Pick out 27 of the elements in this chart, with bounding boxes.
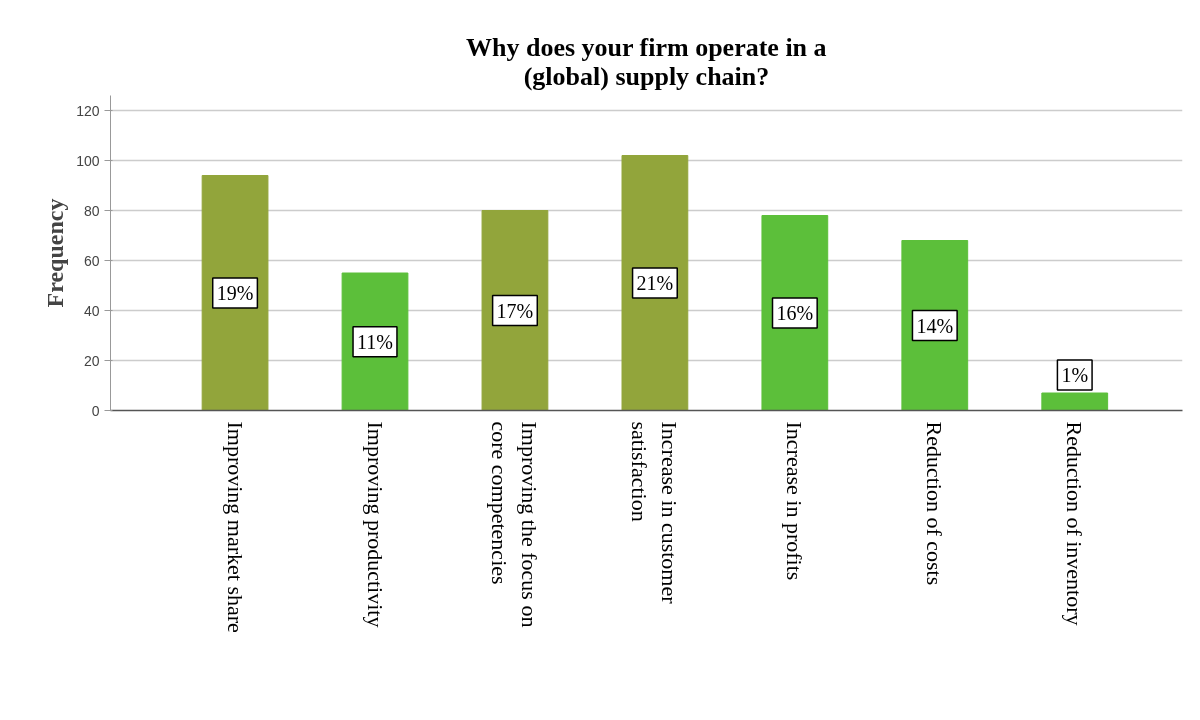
y-tick-label: 80 xyxy=(83,202,100,219)
x-tick-label: Reduction of costs xyxy=(922,421,948,586)
x-tick-label: Improving productivity xyxy=(362,421,388,628)
x-tick-label: Improving the focus on core competencies xyxy=(487,421,543,628)
x-tick-label: Increase in customer satisfaction xyxy=(627,421,683,605)
y-tick-label: 0 xyxy=(91,402,100,419)
y-tick-label: 40 xyxy=(83,302,100,319)
y-tick-label: 120 xyxy=(76,102,100,119)
x-tick-label: Improving market share xyxy=(222,421,248,633)
y-tick-label: 20 xyxy=(83,352,100,369)
chart-title: Why does your firm operate in a (global) supply chain? xyxy=(465,32,827,91)
x-tick-label: Reduction of inventory xyxy=(1062,421,1088,626)
annotation: 16% xyxy=(776,302,814,324)
x-tick-label: Increase in profits xyxy=(782,421,808,581)
y-axis-title: Frequency xyxy=(42,198,69,308)
annotation: 19% xyxy=(216,282,254,304)
annotation: 11% xyxy=(357,330,393,353)
annotation: 1% xyxy=(1061,364,1089,386)
annotation: 21% xyxy=(636,272,674,294)
y-tick-label: 100 xyxy=(76,152,100,169)
bar xyxy=(621,155,689,411)
bar xyxy=(481,210,549,411)
bar xyxy=(761,215,829,411)
bar xyxy=(201,175,269,411)
annotation: 17% xyxy=(496,299,534,322)
annotation: 14% xyxy=(916,314,954,337)
y-tick-label: 60 xyxy=(83,252,100,269)
